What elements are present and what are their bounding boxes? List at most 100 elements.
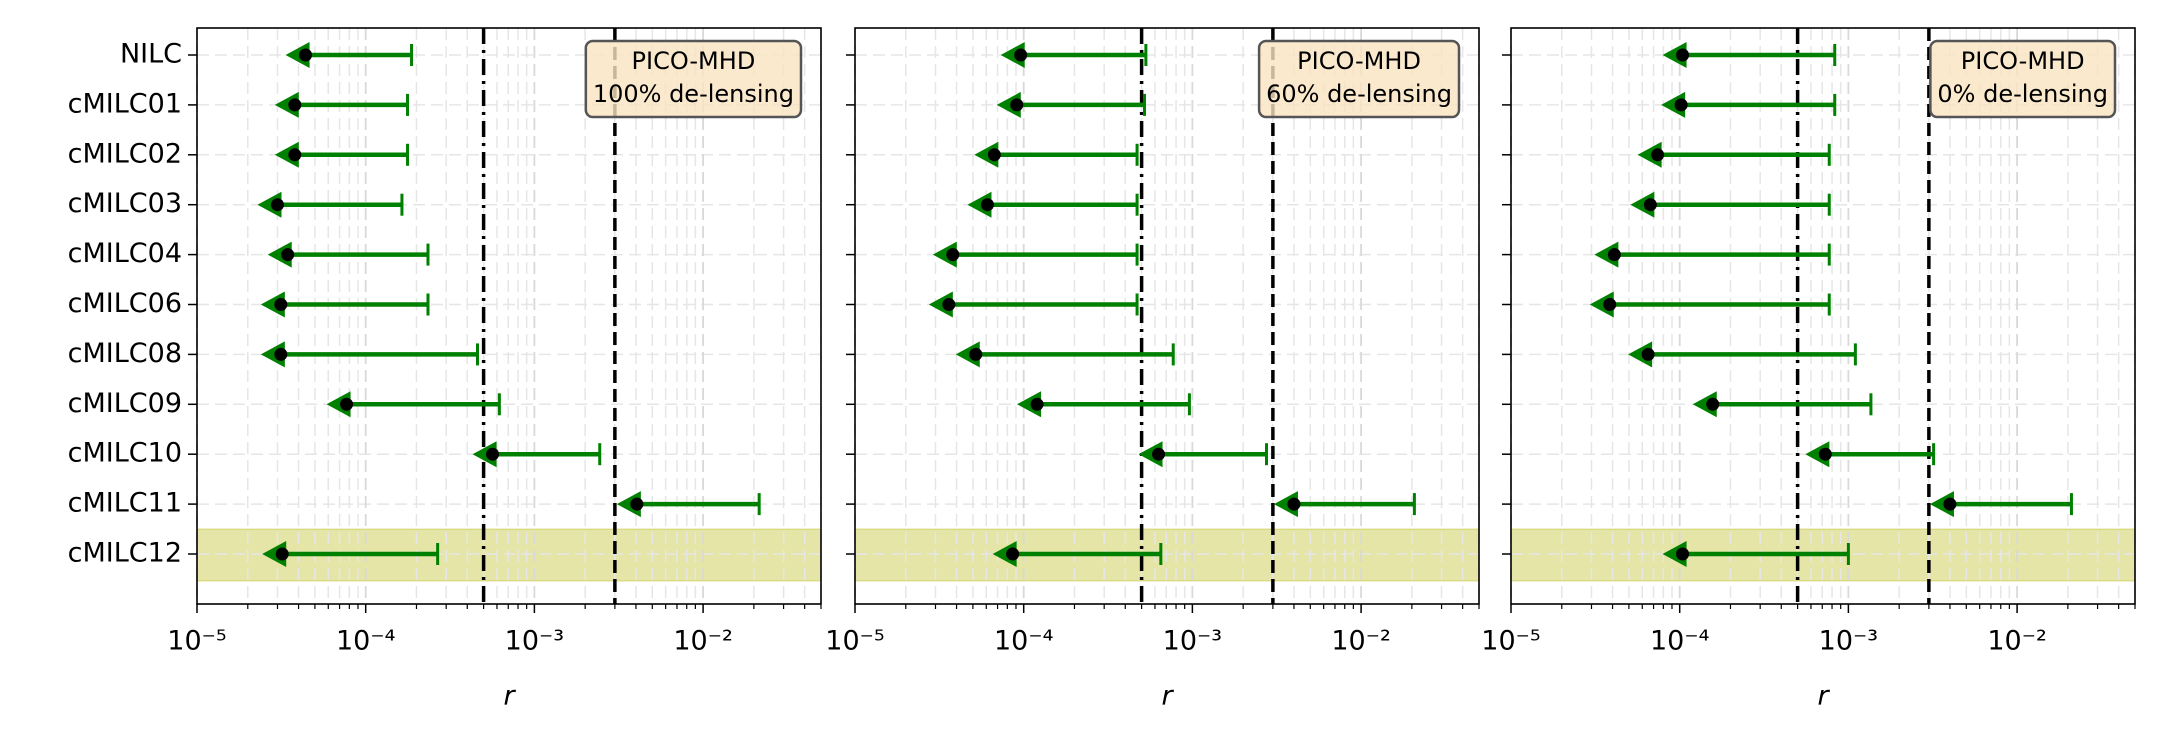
annotation-box [1257, 39, 1461, 119]
x-axis-label: r [1817, 681, 1830, 712]
point [1641, 347, 1655, 361]
point [1152, 447, 1166, 461]
limit-arrow [472, 441, 497, 468]
point [299, 48, 313, 62]
limit-arrow [1000, 42, 1025, 68]
x-tick-label: 10⁻⁵ [167, 626, 226, 657]
y-tick-label: cMILC08 [68, 338, 182, 369]
point [1676, 547, 1690, 561]
limit-arrow [285, 42, 310, 68]
x-tick-label: 10⁻² [673, 626, 732, 657]
point [1607, 248, 1621, 262]
point [340, 397, 354, 411]
point [1651, 148, 1665, 162]
point [1674, 98, 1688, 112]
y-tick-label: cMILC02 [68, 138, 182, 169]
annotation: PICO-MHD 100% de-lensing [584, 39, 803, 119]
limit-arrow [1929, 491, 1954, 518]
annotation-text: 60% de-lensing [1266, 80, 1452, 108]
annotation-text: PICO-MHD [632, 47, 756, 75]
limit-arrow [1630, 191, 1655, 218]
point [980, 198, 994, 212]
x-tick-label: 10⁻⁵ [1481, 626, 1540, 657]
plot-frame [1510, 27, 2136, 605]
point [1706, 397, 1720, 411]
annotation-text: PICO-MHD [1961, 47, 2085, 75]
point [275, 547, 289, 561]
point [1014, 48, 1028, 62]
x-tick-label: 10⁻³ [1163, 626, 1222, 657]
limit-arrow [992, 541, 1017, 567]
point [630, 497, 644, 511]
annotation-text: 100% de-lensing [593, 80, 794, 108]
limit-arrow [932, 241, 957, 268]
y-tick-label: cMILC01 [68, 88, 182, 119]
limit-arrow [262, 541, 287, 567]
limit-arrow [257, 191, 282, 218]
limit-arrow [955, 341, 980, 368]
point [1943, 497, 1957, 511]
point [1676, 48, 1690, 62]
plot-frame [854, 27, 1480, 605]
annotation-box [1929, 39, 2117, 119]
point [969, 347, 983, 361]
limit-arrow [1628, 341, 1653, 368]
annotation: PICO-MHD 0% de-lensing [1929, 39, 2117, 119]
point [946, 248, 960, 262]
point [1010, 98, 1024, 112]
x-axis-label: r [1161, 681, 1174, 712]
point [270, 198, 284, 212]
point [274, 298, 288, 311]
point [1603, 298, 1617, 311]
limit-arrow [1138, 441, 1163, 468]
limit-arrow [1017, 391, 1042, 418]
point [1030, 397, 1044, 411]
x-tick-label: 10⁻⁵ [825, 626, 884, 657]
limit-arrow [326, 391, 351, 418]
x-tick-label: 10⁻² [1987, 626, 2046, 657]
limit-arrow [1692, 391, 1717, 418]
x-tick-label: 10⁻³ [505, 626, 564, 657]
limit-arrow [974, 141, 999, 168]
y-tick-label: cMILC12 [68, 538, 182, 569]
limit-arrow [616, 491, 641, 518]
annotation-box [584, 39, 803, 119]
limit-arrow [1637, 141, 1662, 168]
point [486, 447, 500, 461]
limit-arrow [1662, 541, 1687, 567]
annotation: PICO-MHD 60% de-lensing [1257, 39, 1461, 119]
limit-arrow [1662, 42, 1687, 68]
annotation-text: 0% de-lensing [1937, 80, 2108, 108]
y-tick-label: cMILC10 [68, 438, 182, 469]
x-axis-label: r [503, 681, 516, 712]
limit-arrow [1273, 491, 1298, 518]
limit-arrow [967, 191, 992, 218]
point [281, 248, 295, 262]
point [1818, 447, 1832, 461]
x-tick-label: 10⁻⁴ [1650, 626, 1709, 657]
limit-arrow [260, 341, 285, 368]
y-tick-label: cMILC03 [68, 188, 182, 219]
limit-arrow [1661, 91, 1686, 118]
limit-arrow [267, 241, 292, 268]
limit-arrow [1594, 241, 1619, 268]
y-tick-label: NILC [120, 39, 182, 70]
limit-arrow [1805, 441, 1830, 468]
limit-arrow [928, 291, 953, 318]
x-tick-label: 10⁻⁴ [336, 626, 395, 657]
y-tick-label: cMILC06 [68, 288, 182, 319]
y-tick-label: cMILC09 [68, 388, 182, 419]
point [1006, 547, 1020, 561]
limit-arrow [1589, 291, 1614, 318]
limit-arrow [274, 141, 299, 168]
point [987, 148, 1001, 162]
annotation-text: PICO-MHD [1297, 47, 1421, 75]
point [1287, 497, 1301, 511]
point [288, 98, 302, 112]
y-tick-label: cMILC04 [68, 238, 182, 269]
point [942, 298, 956, 311]
y-tick-label: cMILC11 [68, 488, 182, 519]
x-tick-label: 10⁻³ [1819, 626, 1878, 657]
